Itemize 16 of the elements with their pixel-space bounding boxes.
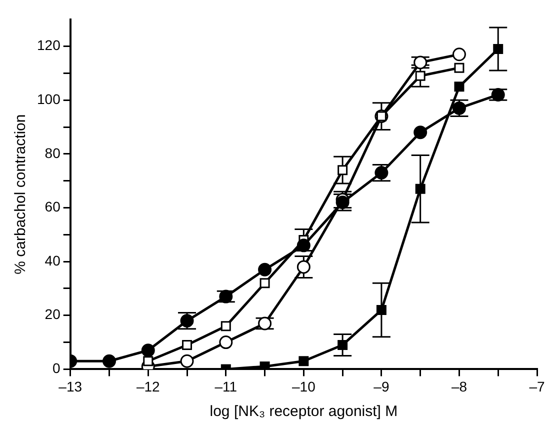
y-tick-label: 20 xyxy=(44,306,61,322)
x-tick-label: –8 xyxy=(451,378,468,394)
x-tick-label: –9 xyxy=(374,378,390,394)
y-tick-label: 40 xyxy=(44,252,61,268)
y-tick-label: 80 xyxy=(44,144,61,161)
y-tick-label: 100 xyxy=(37,90,61,107)
x-tick-label: –12 xyxy=(136,378,160,394)
x-tick-label: –11 xyxy=(214,378,238,394)
x-tick-label: –10 xyxy=(292,378,316,394)
y-tick-label: 0 xyxy=(52,360,61,376)
y-tick-label: 120 xyxy=(37,37,61,54)
x-axis-title: log [NK₃ receptor agonist] M xyxy=(210,403,398,420)
y-axis-title: % carbachol contraction xyxy=(12,114,30,274)
x-tick-label: –13 xyxy=(58,378,82,394)
y-tick-label: 60 xyxy=(44,198,61,215)
x-tick-label: –7 xyxy=(529,378,545,394)
